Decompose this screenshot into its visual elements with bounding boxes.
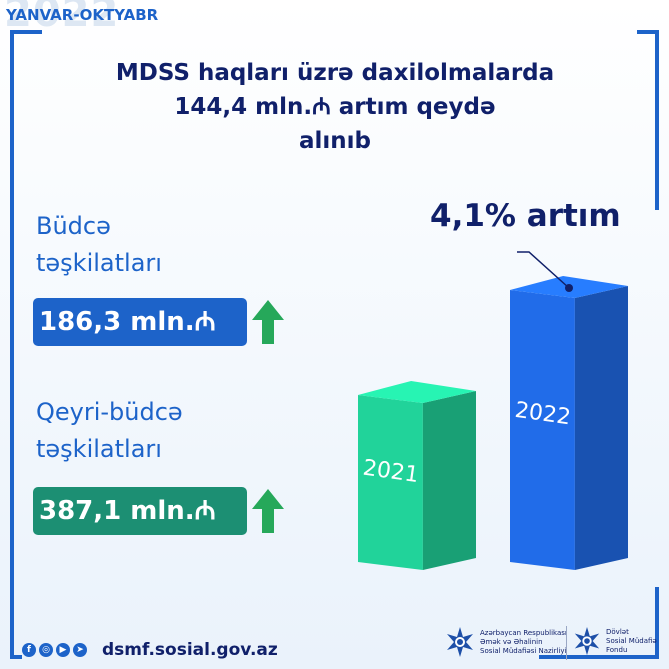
frame-line <box>10 30 42 34</box>
ministry-logo: Azərbaycan Respublikası Əmək və Əhalinin… <box>444 626 567 658</box>
fund-logo: Dövlət Sosial Müdafiə Fondu <box>572 626 657 656</box>
frame-line <box>539 655 659 659</box>
youtube-icon[interactable]: ▶ <box>56 643 70 657</box>
instagram-icon[interactable]: ◎ <box>39 643 53 657</box>
bar-2022: 2022 <box>510 276 628 570</box>
bar-2021: 2021 <box>358 381 476 570</box>
frame-line <box>10 655 22 659</box>
ministry-emblem-icon <box>447 627 473 657</box>
arrow-up-icon <box>252 300 284 344</box>
budget-orgs-value: 186,3 mln.₼ <box>33 298 247 346</box>
headline-line: MDSS haqları üzrə daxilolmalarda <box>115 60 555 86</box>
frame-line <box>655 587 659 659</box>
telegram-icon[interactable]: ➤ <box>73 643 87 657</box>
website-link[interactable]: dsmf.sosial.gov.az <box>102 640 278 660</box>
budget-orgs-label: Büdcə təşkilatları <box>36 212 162 277</box>
year-watermark: 2022 <box>4 0 120 36</box>
nonbudget-orgs-label: Qeyri-büdcə təşkilatları <box>36 398 183 463</box>
fund-emblem-icon <box>574 626 600 656</box>
arrow-up-icon <box>252 489 284 533</box>
period-label: YANVAR-OKTYABR <box>6 6 159 24</box>
headline-line: 144,4 mln.₼ artım qeydə <box>174 94 496 120</box>
growth-annotation: 4,1% artım <box>430 198 621 234</box>
frame-line <box>10 30 14 659</box>
headline-line: alınıb <box>298 128 371 154</box>
frame-line <box>655 30 659 210</box>
social-icons: f ◎ ▶ ➤ <box>22 643 87 657</box>
frame-line <box>637 30 659 34</box>
growth-bar-chart: 2021 2022 <box>358 251 628 570</box>
headline: MDSS haqları üzrə daxilolmalarda 144,4 m… <box>40 56 630 158</box>
nonbudget-orgs-value: 387,1 mln.₼ <box>33 487 247 535</box>
logo-divider <box>566 626 567 660</box>
annotation-dot <box>565 284 573 292</box>
annotation-pointer <box>517 251 570 289</box>
facebook-icon[interactable]: f <box>22 643 36 657</box>
